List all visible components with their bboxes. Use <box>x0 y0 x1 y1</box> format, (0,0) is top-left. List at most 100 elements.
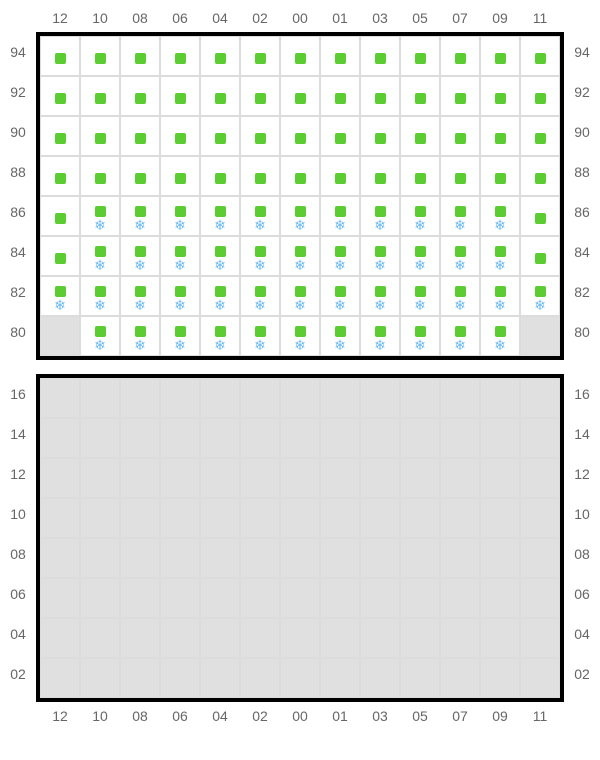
rack-cell[interactable]: ❄ <box>280 316 320 356</box>
rack-cell[interactable] <box>480 116 520 156</box>
rack-cell[interactable] <box>40 116 80 156</box>
rack-cell[interactable] <box>520 458 560 498</box>
rack-cell[interactable] <box>280 76 320 116</box>
rack-cell[interactable] <box>240 418 280 458</box>
rack-cell[interactable] <box>200 156 240 196</box>
rack-cell[interactable] <box>160 116 200 156</box>
rack-cell[interactable] <box>200 418 240 458</box>
rack-cell[interactable] <box>120 418 160 458</box>
rack-cell[interactable] <box>80 378 120 418</box>
rack-cell[interactable]: ❄ <box>160 236 200 276</box>
rack-cell[interactable] <box>280 378 320 418</box>
rack-cell[interactable]: ❄ <box>120 236 160 276</box>
rack-cell[interactable]: ❄ <box>360 236 400 276</box>
rack-cell[interactable] <box>280 658 320 698</box>
rack-cell[interactable] <box>80 578 120 618</box>
rack-cell[interactable]: ❄ <box>320 236 360 276</box>
rack-cell[interactable]: ❄ <box>520 276 560 316</box>
rack-cell[interactable] <box>480 36 520 76</box>
rack-cell[interactable]: ❄ <box>440 316 480 356</box>
rack-cell[interactable]: ❄ <box>400 196 440 236</box>
rack-cell[interactable] <box>480 418 520 458</box>
rack-cell[interactable] <box>320 378 360 418</box>
rack-cell[interactable]: ❄ <box>240 276 280 316</box>
rack-cell[interactable] <box>400 156 440 196</box>
rack-cell[interactable] <box>280 116 320 156</box>
rack-cell[interactable] <box>40 378 80 418</box>
rack-cell[interactable]: ❄ <box>320 316 360 356</box>
rack-cell[interactable] <box>400 498 440 538</box>
rack-cell[interactable] <box>240 116 280 156</box>
rack-cell[interactable] <box>440 618 480 658</box>
rack-cell[interactable]: ❄ <box>440 196 480 236</box>
rack-cell[interactable] <box>160 378 200 418</box>
rack-cell[interactable] <box>40 76 80 116</box>
rack-cell[interactable] <box>440 116 480 156</box>
rack-cell[interactable]: ❄ <box>360 316 400 356</box>
rack-cell[interactable] <box>240 578 280 618</box>
rack-cell[interactable] <box>120 76 160 116</box>
rack-cell[interactable] <box>320 538 360 578</box>
rack-cell[interactable] <box>40 418 80 458</box>
rack-cell[interactable] <box>400 418 440 458</box>
rack-cell[interactable] <box>520 658 560 698</box>
rack-cell[interactable] <box>440 578 480 618</box>
rack-cell[interactable] <box>520 236 560 276</box>
rack-cell[interactable] <box>360 156 400 196</box>
rack-cell[interactable] <box>80 418 120 458</box>
rack-cell[interactable] <box>320 498 360 538</box>
rack-cell[interactable] <box>360 418 400 458</box>
rack-cell[interactable] <box>80 116 120 156</box>
rack-cell[interactable] <box>480 578 520 618</box>
rack-cell[interactable] <box>120 498 160 538</box>
rack-cell[interactable] <box>280 418 320 458</box>
rack-cell[interactable] <box>40 156 80 196</box>
rack-cell[interactable] <box>200 116 240 156</box>
rack-cell[interactable]: ❄ <box>240 196 280 236</box>
rack-cell[interactable] <box>520 196 560 236</box>
rack-cell[interactable] <box>40 618 80 658</box>
rack-cell[interactable]: ❄ <box>440 276 480 316</box>
rack-cell[interactable]: ❄ <box>400 236 440 276</box>
rack-cell[interactable] <box>440 156 480 196</box>
rack-cell[interactable] <box>320 36 360 76</box>
rack-cell[interactable] <box>520 36 560 76</box>
rack-cell[interactable] <box>280 458 320 498</box>
rack-cell[interactable] <box>360 538 400 578</box>
rack-cell[interactable] <box>240 36 280 76</box>
rack-cell[interactable] <box>360 498 400 538</box>
rack-cell[interactable] <box>280 36 320 76</box>
rack-cell[interactable]: ❄ <box>280 196 320 236</box>
rack-cell[interactable] <box>160 538 200 578</box>
rack-cell[interactable] <box>400 458 440 498</box>
rack-cell[interactable] <box>160 578 200 618</box>
rack-cell[interactable] <box>120 578 160 618</box>
rack-cell[interactable]: ❄ <box>160 316 200 356</box>
rack-cell[interactable] <box>360 618 400 658</box>
rack-cell[interactable] <box>240 458 280 498</box>
rack-cell[interactable] <box>40 578 80 618</box>
rack-cell[interactable] <box>280 578 320 618</box>
rack-cell[interactable]: ❄ <box>240 236 280 276</box>
rack-cell[interactable] <box>160 458 200 498</box>
rack-cell[interactable]: ❄ <box>480 276 520 316</box>
rack-cell[interactable] <box>440 538 480 578</box>
rack-cell[interactable] <box>160 618 200 658</box>
rack-cell[interactable] <box>440 76 480 116</box>
rack-cell[interactable] <box>520 316 560 356</box>
rack-cell[interactable] <box>240 378 280 418</box>
rack-cell[interactable] <box>280 618 320 658</box>
rack-cell[interactable] <box>360 578 400 618</box>
rack-cell[interactable]: ❄ <box>80 316 120 356</box>
rack-cell[interactable] <box>520 498 560 538</box>
rack-cell[interactable]: ❄ <box>120 276 160 316</box>
rack-cell[interactable] <box>200 36 240 76</box>
rack-cell[interactable] <box>40 196 80 236</box>
rack-cell[interactable]: ❄ <box>160 196 200 236</box>
rack-cell[interactable] <box>320 458 360 498</box>
rack-cell[interactable] <box>280 498 320 538</box>
rack-cell[interactable] <box>520 156 560 196</box>
rack-cell[interactable] <box>520 618 560 658</box>
rack-cell[interactable] <box>120 116 160 156</box>
rack-cell[interactable] <box>320 618 360 658</box>
